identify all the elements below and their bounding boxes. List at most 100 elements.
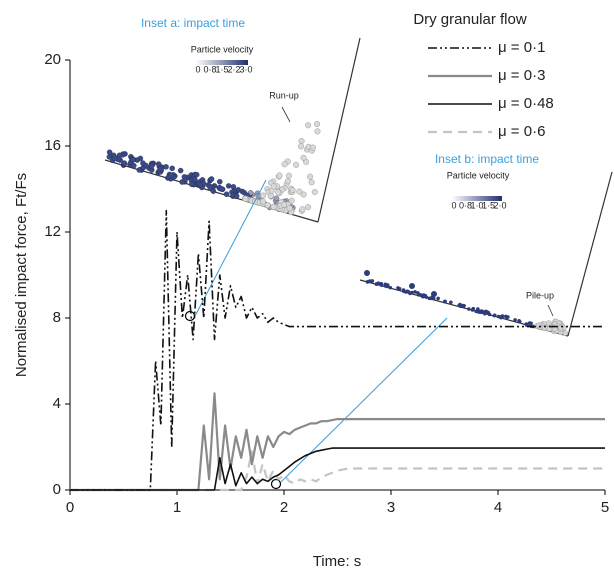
particle xyxy=(210,188,217,194)
particle xyxy=(493,313,497,318)
particle xyxy=(131,162,137,169)
connector-a xyxy=(192,179,267,321)
particle xyxy=(233,193,240,199)
particle xyxy=(177,167,184,174)
y-tick-label: 0 xyxy=(53,481,61,498)
scale-label: 0 xyxy=(451,200,456,210)
y-axis-label: Normalised impact force, Ft/Fs xyxy=(13,173,30,377)
particle xyxy=(299,206,306,213)
particle xyxy=(208,176,215,182)
particle xyxy=(293,161,300,168)
particle xyxy=(267,192,274,199)
y-tick-label: 12 xyxy=(44,223,61,240)
particle xyxy=(168,172,175,178)
particle xyxy=(397,287,402,291)
y-tick-label: 8 xyxy=(53,309,61,326)
scale-label: 0 xyxy=(195,64,200,74)
particle xyxy=(289,187,296,194)
particle xyxy=(188,181,195,187)
particle xyxy=(148,163,155,169)
particle xyxy=(476,310,481,314)
impact-point-a xyxy=(184,310,196,322)
particle xyxy=(130,156,136,163)
scale-label: 2·2 xyxy=(227,64,240,74)
legend-label: μ = 0·6 xyxy=(498,123,545,140)
scale-label: 0·8 xyxy=(459,200,472,210)
particle xyxy=(281,161,288,168)
particle xyxy=(121,160,128,166)
particle xyxy=(179,179,185,185)
particle xyxy=(308,179,315,186)
particle xyxy=(219,186,225,192)
particle xyxy=(223,191,230,197)
inset-title: Inset b: impact time xyxy=(435,152,539,166)
particle xyxy=(506,315,510,319)
particle xyxy=(408,291,412,296)
scale-title: Particle velocity xyxy=(447,170,510,180)
particle xyxy=(457,303,462,308)
inset-b-wall xyxy=(567,171,613,337)
particle xyxy=(111,155,118,161)
inset-a-pointer xyxy=(281,106,291,123)
particle xyxy=(169,165,175,172)
particle xyxy=(225,183,232,189)
particle xyxy=(427,296,432,301)
scale-label: 1·0 xyxy=(470,200,483,210)
inset-a-wall xyxy=(317,37,361,223)
inset-b-particles xyxy=(364,270,568,336)
particle xyxy=(260,198,267,205)
x-tick-label: 2 xyxy=(280,499,288,516)
particle xyxy=(388,285,393,290)
particle xyxy=(383,284,388,288)
particle xyxy=(513,318,517,322)
particle xyxy=(364,270,370,276)
particle xyxy=(311,189,318,196)
particle xyxy=(529,321,533,326)
legend-label: μ = 0·3 xyxy=(498,67,545,84)
particle xyxy=(264,202,271,209)
inset-title: Inset a: impact time xyxy=(141,16,245,30)
particle xyxy=(136,167,143,173)
scale-label: 0·8 xyxy=(203,64,216,74)
x-tick-label: 0 xyxy=(66,499,74,516)
particle xyxy=(300,191,307,198)
impact-point-b xyxy=(270,478,282,490)
particle xyxy=(413,290,417,294)
legend-title: Dry granular flow xyxy=(413,11,527,28)
particle xyxy=(370,279,375,283)
particle xyxy=(242,195,249,202)
particle xyxy=(197,181,203,188)
particle xyxy=(217,178,223,185)
particle xyxy=(305,204,312,211)
particle xyxy=(307,173,314,180)
particle xyxy=(557,324,564,331)
inset-a-particles xyxy=(106,121,321,215)
particle xyxy=(517,318,521,323)
x-axis-label: Time: s xyxy=(313,553,362,570)
x-tick-label: 3 xyxy=(387,499,395,516)
particle xyxy=(449,300,453,305)
y-tick-label: 20 xyxy=(44,51,61,68)
particle xyxy=(191,176,198,183)
particle xyxy=(431,291,437,297)
particle xyxy=(285,172,292,179)
particle xyxy=(260,192,267,199)
particle xyxy=(461,303,465,308)
particle xyxy=(273,195,280,202)
particle xyxy=(471,306,476,311)
particle xyxy=(405,289,409,294)
particle xyxy=(300,154,307,161)
legend-label: μ = 0·1 xyxy=(498,39,545,56)
particle xyxy=(476,307,480,311)
particle xyxy=(286,205,293,212)
x-tick-label: 5 xyxy=(601,499,609,516)
particle xyxy=(379,283,384,287)
particle xyxy=(288,197,295,204)
particle xyxy=(500,314,505,318)
particle xyxy=(305,122,312,129)
particle xyxy=(280,201,287,208)
particle xyxy=(155,161,162,167)
particle xyxy=(314,121,321,128)
particle xyxy=(284,178,291,185)
